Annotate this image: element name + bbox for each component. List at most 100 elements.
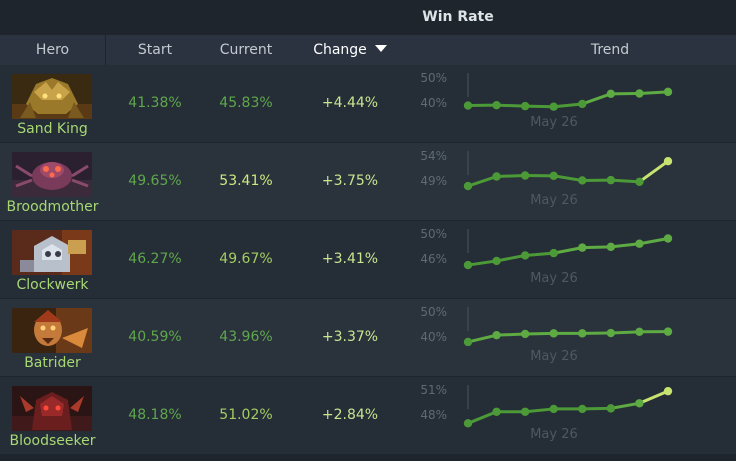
start-winrate: 48.18%	[128, 407, 182, 423]
trend-point[interactable]	[520, 101, 530, 111]
hero-cell[interactable]: Batrider	[0, 299, 105, 376]
trend-point[interactable]	[520, 407, 530, 416]
trend-point[interactable]	[663, 157, 673, 166]
trend-point[interactable]	[635, 89, 644, 98]
hero-cell[interactable]: Clockwerk	[0, 221, 105, 298]
trend-point[interactable]	[663, 87, 673, 97]
trend-point[interactable]	[463, 260, 473, 270]
start-column-header[interactable]: Start	[137, 42, 173, 58]
trend-point[interactable]	[492, 100, 501, 110]
trend-line-segment	[523, 407, 556, 414]
table-row[interactable]: Clockwerk 46.27% 49.67% +3.41% 50% 46% May…	[0, 221, 736, 298]
broodmother-portrait-icon[interactable]	[12, 152, 92, 197]
change-column-header[interactable]: Change	[300, 42, 400, 58]
trend-sparkline: 50% 40% May 26	[400, 65, 736, 142]
trend-point[interactable]	[606, 175, 616, 185]
y-axis-top-label: 50%	[420, 305, 447, 319]
y-axis-top-label: 50%	[420, 227, 447, 241]
hero-name[interactable]: Clockwerk	[16, 277, 89, 293]
trend-point[interactable]	[606, 242, 616, 252]
trend-point[interactable]	[663, 234, 673, 243]
sand-king-portrait-icon[interactable]	[12, 74, 92, 119]
trend-point[interactable]	[520, 251, 530, 260]
trend-line-segment	[552, 246, 584, 255]
trend-point[interactable]	[578, 243, 587, 252]
start-winrate: 40.59%	[128, 329, 182, 345]
trend-date-label: May 26	[530, 115, 578, 130]
trend-line-segment	[466, 410, 499, 425]
trend-point[interactable]	[463, 337, 473, 347]
y-axis-bottom-label: 40%	[420, 96, 447, 110]
trend-line-segment	[495, 103, 527, 108]
trend-line-segment	[552, 102, 584, 109]
group-header: Win Rate	[0, 0, 736, 35]
winrate-change: +4.44%	[321, 95, 379, 111]
trend-point[interactable]	[606, 404, 616, 413]
trend-point[interactable]	[549, 171, 558, 181]
table-row[interactable]: Batrider 40.59% 43.96% +3.37% 50% 40% May …	[0, 299, 736, 376]
current-winrate: 43.96%	[219, 329, 273, 345]
current-column-header[interactable]: Current	[219, 42, 273, 58]
trend-line-segment	[523, 251, 556, 257]
trend-chart: 50% 46% May 26	[420, 227, 673, 286]
trend-point[interactable]	[463, 419, 473, 428]
winrate-change: +3.75%	[321, 173, 379, 189]
hero-cell[interactable]: Broodmother	[0, 143, 105, 220]
hero-name[interactable]: Batrider	[24, 355, 81, 371]
trend-point[interactable]	[663, 327, 673, 336]
current-winrate: 51.02%	[219, 407, 273, 423]
table-row[interactable]: Broodmother 49.65% 53.41% +3.75% 54% 49% M…	[0, 143, 736, 220]
hero-name[interactable]: Bloodseeker	[9, 433, 96, 449]
trend-line-segment	[495, 332, 527, 337]
column-divider	[105, 35, 106, 65]
clockwerk-portrait-icon[interactable]	[12, 230, 92, 275]
trend-point[interactable]	[520, 329, 530, 339]
winrate-change: +2.84%	[321, 407, 379, 423]
trend-chart: 51% 48% May 26	[420, 383, 673, 442]
trend-point[interactable]	[492, 256, 501, 266]
hero-cell[interactable]: Bloodseeker	[0, 377, 105, 454]
hero-name[interactable]: Sand King	[17, 121, 88, 137]
trend-point[interactable]	[635, 399, 644, 408]
bloodseeker-portrait-icon[interactable]	[12, 386, 92, 431]
batrider-portrait-icon[interactable]	[12, 308, 92, 353]
hero-name[interactable]: Broodmother	[6, 199, 99, 215]
hero-cell[interactable]: Sand King	[0, 65, 105, 142]
trend-point[interactable]	[492, 407, 501, 416]
y-axis-top-label: 50%	[420, 71, 447, 85]
trend-point[interactable]	[549, 248, 558, 258]
trend-point[interactable]	[635, 177, 644, 186]
trend-line-segment	[637, 159, 670, 184]
trend-point[interactable]	[463, 101, 473, 110]
trend-line-segment	[609, 178, 641, 184]
trend-point[interactable]	[549, 102, 558, 111]
trend-point[interactable]	[549, 404, 558, 414]
trend-point[interactable]	[463, 181, 473, 191]
trend-point[interactable]	[606, 328, 616, 338]
table-row[interactable]: Sand King 41.38% 45.83% +4.44% 50% 40% May…	[0, 65, 736, 142]
trend-point[interactable]	[578, 404, 587, 414]
trend-point[interactable]	[520, 171, 530, 180]
trend-point[interactable]	[492, 330, 501, 340]
y-axis-bottom-label: 46%	[420, 252, 447, 266]
trend-point[interactable]	[635, 239, 644, 248]
trend-line-segment	[637, 389, 670, 405]
trend-line-segment	[552, 174, 584, 182]
trend-chart: 54% 49% May 26	[420, 149, 673, 208]
trend-point[interactable]	[606, 89, 616, 99]
trend-point[interactable]	[578, 176, 587, 185]
trend-point[interactable]	[549, 329, 558, 338]
trend-point[interactable]	[492, 172, 501, 181]
trend-point[interactable]	[578, 99, 587, 109]
y-axis-top-label: 54%	[420, 149, 447, 163]
hero-column-header[interactable]: Hero	[35, 42, 70, 58]
table-row[interactable]: Bloodseeker 48.18% 51.02% +2.84% 51% 48% M…	[0, 377, 736, 454]
trend-point[interactable]	[663, 386, 673, 396]
y-axis-bottom-label: 40%	[420, 330, 447, 344]
start-winrate: 49.65%	[128, 173, 182, 189]
trend-point[interactable]	[578, 329, 587, 338]
column-header-row: Hero Start Current Change Trend	[0, 35, 736, 65]
win-rate-group-title: Win Rate	[422, 9, 494, 25]
trend-point[interactable]	[635, 327, 644, 337]
